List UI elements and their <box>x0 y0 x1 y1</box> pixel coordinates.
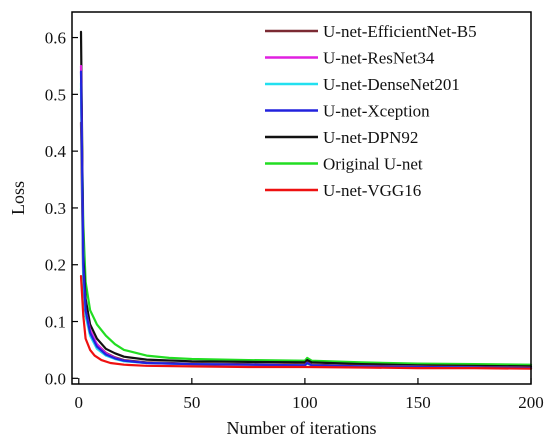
legend-label-5: Original U-net <box>323 155 423 174</box>
series-line-2 <box>79 81 533 370</box>
x-tick-label-1: 50 <box>183 393 200 412</box>
y-tick-label-3: 0.3 <box>45 199 66 218</box>
series-line-4 <box>79 30 533 368</box>
legend-label-4: U-net-DPN92 <box>323 128 418 147</box>
x-tick-label-0: 0 <box>75 393 84 412</box>
y-tick-label-2: 0.2 <box>45 256 66 275</box>
legend-label-0: U-net-EfficientNet-B5 <box>323 22 477 41</box>
legend-label-3: U-net-Xception <box>323 102 430 121</box>
series-line-6 <box>79 275 533 370</box>
x-tick-label-3: 150 <box>405 393 431 412</box>
y-tick-label-4: 0.4 <box>45 142 67 161</box>
legend-label-2: U-net-DenseNet201 <box>323 75 460 94</box>
series-line-5 <box>79 87 533 366</box>
tick-layer: 0 50 100 150 200 0.0 0.1 0.2 0.3 0.4 0.5 0.6 <box>45 29 544 412</box>
y-tick-label-5: 0.5 <box>45 85 66 104</box>
series-layer <box>79 30 533 370</box>
y-tick-label-1: 0.1 <box>45 313 66 332</box>
series-line-0 <box>79 121 533 369</box>
plot-frame <box>71 11 532 385</box>
x-tick-label-4: 200 <box>518 393 544 412</box>
y-axis-label: Loss <box>8 181 28 215</box>
y-tick-label-6: 0.6 <box>45 29 66 48</box>
x-axis-label: Number of iterations <box>227 418 377 438</box>
legend-label-1: U-net-ResNet34 <box>323 49 435 68</box>
x-tick-label-2: 100 <box>292 393 318 412</box>
y-tick-label-0: 0.0 <box>45 369 66 388</box>
legend-label-6: U-net-VGG16 <box>323 181 421 200</box>
legend: U-net-EfficientNet-B5 U-net-ResNet34 U-net… <box>265 22 477 200</box>
series-line-3 <box>79 70 533 370</box>
